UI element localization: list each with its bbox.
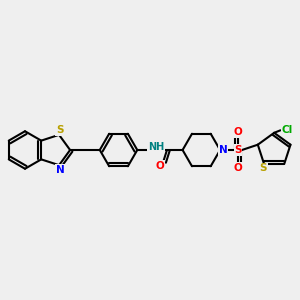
- Text: S: S: [56, 125, 63, 135]
- Text: S: S: [260, 163, 267, 173]
- Text: N: N: [56, 165, 64, 175]
- Text: NH: NH: [148, 142, 164, 152]
- Text: O: O: [234, 127, 243, 137]
- Text: O: O: [156, 160, 164, 171]
- Text: Cl: Cl: [281, 125, 292, 135]
- Text: S: S: [235, 145, 242, 155]
- Text: O: O: [234, 163, 243, 173]
- Text: N: N: [219, 145, 228, 155]
